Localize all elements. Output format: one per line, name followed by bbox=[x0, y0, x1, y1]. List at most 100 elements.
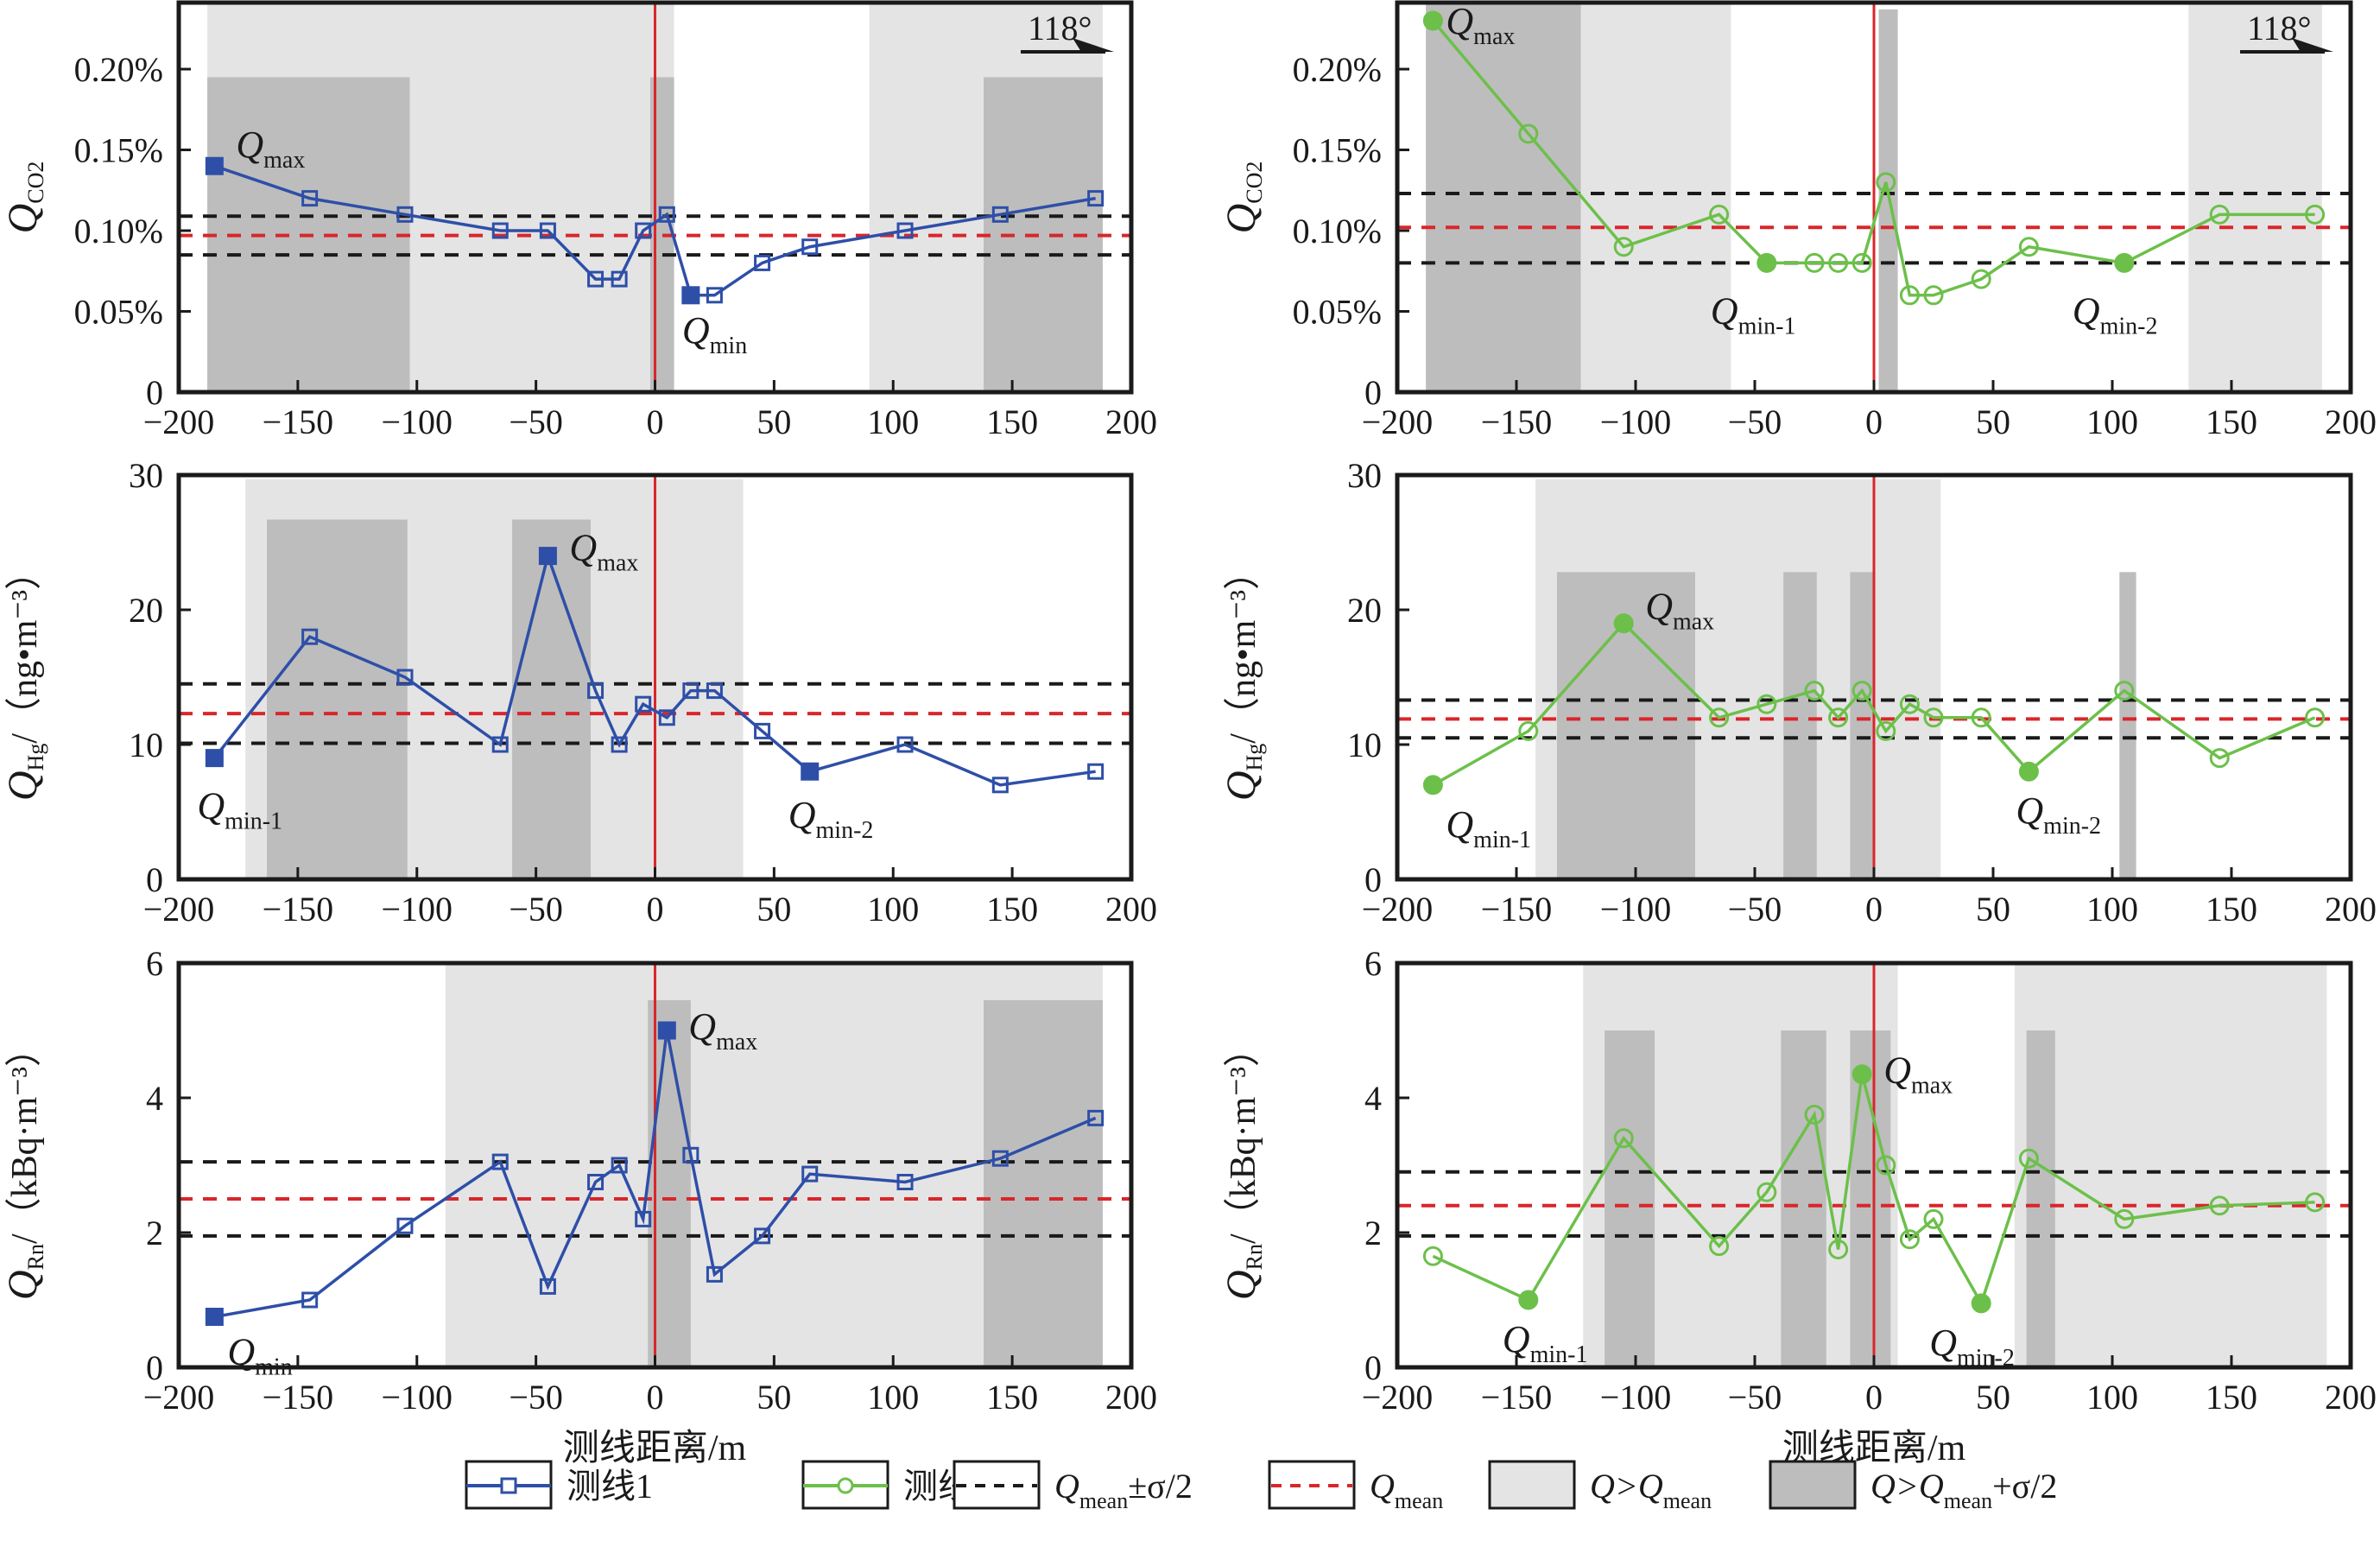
x-axis-label-left: 测线距离/m bbox=[563, 1428, 747, 1468]
x-tick-label: −200 bbox=[143, 890, 215, 929]
data-point bbox=[658, 206, 675, 223]
data-point bbox=[1923, 1208, 1944, 1229]
data-point bbox=[1757, 694, 1777, 714]
x-tick-label: 0 bbox=[647, 403, 664, 441]
data-point-extreme bbox=[205, 1308, 224, 1326]
y-axis-label-subscript: Rn bbox=[23, 1244, 48, 1270]
data-point bbox=[396, 206, 414, 223]
chart-co2-line1: −200 −150 −100 −50 0 50 100 150 200 0 0.05% 0.10% 0.… bbox=[0, 0, 1157, 441]
legend-item-mean: Qmean bbox=[1268, 1460, 1443, 1513]
data-point-extreme bbox=[1422, 10, 1443, 31]
x-tick-label: 100 bbox=[2086, 1378, 2138, 1417]
data-point bbox=[1709, 707, 1730, 728]
data-point bbox=[706, 287, 723, 304]
data-point bbox=[991, 1150, 1009, 1167]
x-tick-label: −50 bbox=[509, 403, 563, 441]
y-tick-label: 6 bbox=[146, 944, 163, 983]
annotation-subscript: max bbox=[716, 1029, 757, 1056]
data-point bbox=[2305, 707, 2326, 728]
data-point-extreme bbox=[205, 749, 224, 768]
annotation-min-1: Qmin-1 bbox=[1503, 1318, 1588, 1368]
annotation-max: Qmax bbox=[688, 1005, 757, 1056]
data-point-extreme bbox=[1422, 775, 1443, 796]
y-tick-label: 0 bbox=[1364, 373, 1382, 412]
x-tick-label: 150 bbox=[986, 1378, 1038, 1417]
y-axis-ticks: 0 2 4 6 bbox=[146, 944, 191, 1387]
data-point bbox=[396, 669, 414, 686]
data-point bbox=[1923, 707, 1944, 728]
annotation-symbol: Q bbox=[1929, 1322, 1957, 1364]
data-point-extreme bbox=[538, 547, 557, 566]
x-tick-label: 200 bbox=[2325, 1378, 2377, 1417]
data-point-extreme bbox=[2018, 761, 2039, 782]
band-above-mean-plus-sigma bbox=[1781, 1030, 1826, 1367]
y-axis-label: QCO2 bbox=[1218, 162, 1267, 234]
data-point-extreme bbox=[205, 156, 224, 175]
chart-co2-line2: −200 −150 −100 −50 0 50 100 150 200 0 0.05% 0.10% 0.… bbox=[1218, 0, 2377, 441]
x-tick-label: 200 bbox=[2325, 890, 2377, 929]
annotation-min-2: Qmin-2 bbox=[2016, 789, 2101, 840]
legend-label-symbol: Q>Q bbox=[1870, 1467, 1944, 1506]
band-above-mean bbox=[2188, 3, 2322, 392]
data-point bbox=[754, 1227, 771, 1245]
annotation-min-1: Qmin-1 bbox=[1446, 803, 1531, 853]
annotation-symbol: Q bbox=[1883, 1049, 1911, 1092]
band-above-mean-plus-sigma bbox=[1850, 572, 1874, 879]
x-axis-ticks: −200 −150 −100 −50 0 50 100 150 200 bbox=[143, 1355, 1157, 1417]
legend-label-tail: ±σ/2 bbox=[1128, 1467, 1193, 1506]
x-tick-label: 0 bbox=[647, 890, 664, 929]
y-tick-label: 0.10% bbox=[74, 212, 163, 250]
y-axis-label: QCO2 bbox=[0, 162, 48, 234]
annotation-min-2: Qmin-2 bbox=[788, 794, 874, 844]
annotation-symbol: Q bbox=[227, 1331, 255, 1373]
data-point bbox=[896, 736, 914, 753]
band-above-mean-plus-sigma bbox=[1605, 1030, 1655, 1367]
y-tick-label: 30 bbox=[1347, 456, 1382, 495]
data-point bbox=[1709, 204, 1730, 225]
data-points bbox=[205, 156, 1105, 305]
data-point bbox=[1804, 1105, 1825, 1125]
x-axis-ticks: −200 −150 −100 −50 0 50 100 150 200 bbox=[1362, 1355, 2377, 1417]
data-point bbox=[1876, 1155, 1896, 1176]
data-point bbox=[706, 682, 723, 700]
annotation-symbol: Q bbox=[236, 124, 263, 166]
chart-hg-line2: −200 −150 −100 −50 0 50 100 150 2000102030QHg/（n… bbox=[1218, 456, 2377, 929]
legend-label-subscript: mean bbox=[1079, 1488, 1128, 1513]
x-tick-label: −50 bbox=[1728, 403, 1782, 441]
data-points bbox=[205, 1021, 1105, 1326]
x-tick-label: 0 bbox=[1865, 1378, 1883, 1417]
x-tick-label: −200 bbox=[143, 1378, 215, 1417]
x-axis-ticks: −200 −150 −100 −50 0 50 100 150 200 bbox=[1362, 867, 2377, 929]
band-above-mean-plus-sigma bbox=[512, 519, 592, 879]
annotation-symbol: Q bbox=[197, 785, 225, 827]
x-tick-label: 100 bbox=[2086, 890, 2138, 929]
y-tick-label: 0.10% bbox=[1293, 212, 1382, 250]
x-tick-label: −100 bbox=[1600, 890, 1672, 929]
data-point bbox=[2114, 1208, 2135, 1229]
data-point bbox=[539, 1278, 556, 1295]
annotation-subscript: max bbox=[263, 147, 305, 174]
annotation-max: Qmax bbox=[569, 527, 638, 577]
x-tick-label: −50 bbox=[1728, 1378, 1782, 1417]
y-axis-label-unit: /（kBq·m⁻³） bbox=[5, 1030, 45, 1244]
legend-swatch bbox=[953, 1460, 1041, 1510]
annotation-min: Qmin bbox=[227, 1331, 292, 1381]
data-point bbox=[1804, 681, 1825, 701]
x-tick-label: 200 bbox=[1105, 403, 1157, 441]
arrowhead-icon bbox=[1073, 38, 1114, 52]
annotation-subscript: min-1 bbox=[1530, 1341, 1588, 1368]
series-line-测线2 bbox=[1432, 19, 2315, 297]
legend-label-subscript: mean bbox=[1395, 1488, 1443, 1513]
y-axis-ticks: 0 10 20 30 bbox=[129, 456, 191, 899]
square-marker-icon bbox=[500, 1477, 517, 1494]
legend-swatch bbox=[1488, 1460, 1576, 1510]
data-point bbox=[1876, 172, 1896, 193]
annotation-subscript: min-2 bbox=[1957, 1345, 2015, 1372]
anomaly-bands bbox=[445, 963, 1103, 1367]
x-tick-label: −100 bbox=[381, 403, 453, 441]
band-above-mean-plus-sigma bbox=[1426, 3, 1581, 392]
band-above-mean-plus-sigma bbox=[267, 519, 408, 879]
